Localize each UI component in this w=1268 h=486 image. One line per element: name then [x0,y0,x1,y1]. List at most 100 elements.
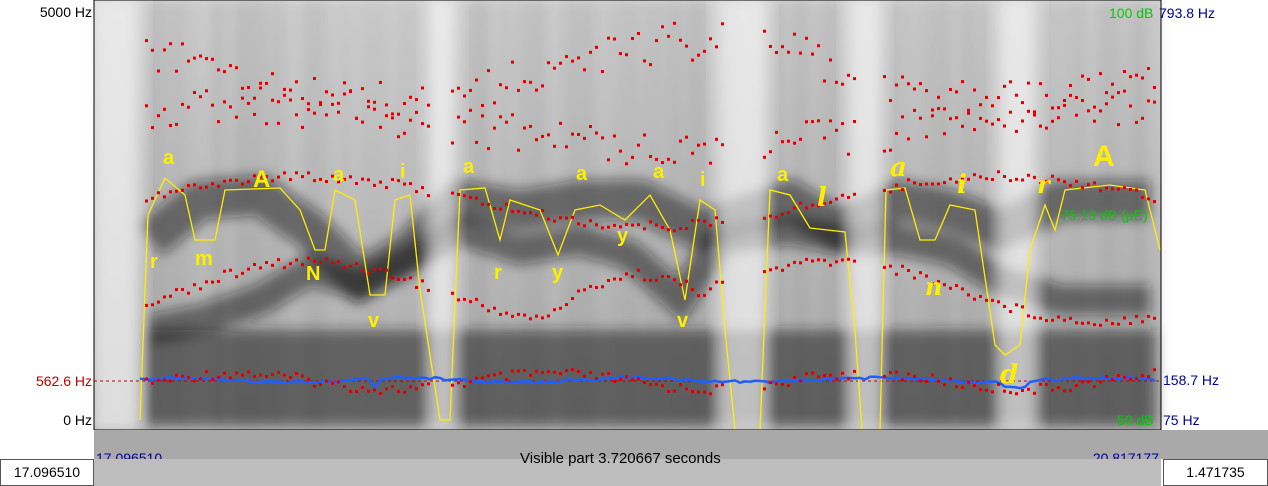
formant-point [979,175,982,179]
formant-point [523,80,526,84]
formant-point [1063,99,1066,102]
formant-point [241,182,244,186]
formant-point [697,218,700,222]
formant-point [847,377,850,381]
formant-point [169,190,172,194]
formant-point [1045,382,1048,386]
formant-point [1087,321,1090,325]
formant-point [505,311,508,315]
formant-point [325,257,328,261]
formant-point [625,222,628,226]
formant-point [337,260,340,264]
formant-point [265,261,268,264]
formant-point [949,286,952,290]
formant-point [313,259,316,263]
formant-point [187,105,190,109]
formant-point [247,101,250,105]
formant-point [907,178,910,182]
total-duration-box[interactable]: 1.471735 [1163,459,1268,486]
formant-point [1123,89,1126,93]
formant-point [991,104,994,108]
formant-point [391,116,394,120]
formant-point [595,131,598,135]
formant-point [547,61,550,65]
formant-point [259,81,262,85]
formant-point [601,70,604,73]
formant-point [163,295,166,299]
phoneme-label: y [617,225,629,247]
formant-point [811,203,814,207]
formant-point [787,210,790,214]
visible-part-bar[interactable]: Visible part 3.720667 seconds [94,450,1161,486]
formant-point [1033,110,1036,114]
formant-point [817,44,820,48]
formant-point [919,379,922,383]
phoneme-label: r [150,251,158,273]
formant-point [1063,180,1066,184]
total-start-box[interactable]: 17.096510 [0,459,94,486]
formant-point [355,262,358,266]
formant-point [1045,319,1048,323]
formant-point [1111,95,1114,99]
spectrogram[interactable] [0,0,1268,430]
formant-point [451,383,454,387]
formant-point [817,258,820,262]
formant-point [673,229,676,233]
formant-point [853,120,856,123]
formant-point [379,267,382,271]
formant-point [1093,323,1096,327]
formant-point [331,102,334,106]
formant-point [247,267,250,271]
formant-point [373,100,376,104]
formant-point [955,284,958,288]
formant-point [775,382,778,386]
formant-point [163,378,166,382]
formant-point [571,132,574,136]
formant-point [973,384,976,387]
formant-point [175,288,178,292]
formant-point [157,114,160,118]
formant-point [505,378,508,382]
formant-point [169,124,172,127]
formant-point [583,374,586,378]
formant-point [637,223,640,227]
formant-point [229,268,232,272]
formant-point [427,194,430,198]
formant-point [643,227,646,231]
formant-point [559,372,562,376]
formant-point [463,120,466,124]
formant-point [1147,375,1150,379]
formant-point [157,300,160,304]
formant-point [697,294,700,298]
formant-point [307,171,310,175]
formant-point [235,115,238,119]
formant-point [673,160,676,164]
formant-point [661,275,664,278]
phoneme-label: d [1000,360,1019,390]
formant-point [943,383,946,387]
formant-point [667,228,670,232]
formant-point [1003,304,1006,308]
formant-point [667,275,670,278]
formant-point [1045,93,1048,97]
formant-point [577,222,580,226]
formant-point [181,102,184,106]
formant-point [1087,183,1090,187]
formant-point [673,278,676,282]
formant-point [835,197,838,201]
formant-point [277,258,280,262]
phoneme-label: a [463,156,475,178]
formant-point [1057,315,1060,319]
formant-point [937,379,940,383]
formant-point [613,379,616,383]
formant-point [1099,380,1102,384]
formant-point [1135,188,1138,192]
formant-point [685,279,688,283]
formant-point [367,99,370,103]
formant-point [409,95,412,99]
formant-point [1039,180,1042,184]
formant-point [157,378,160,382]
formant-point [787,139,790,143]
formant-point [559,216,562,220]
formant-point [259,266,262,270]
